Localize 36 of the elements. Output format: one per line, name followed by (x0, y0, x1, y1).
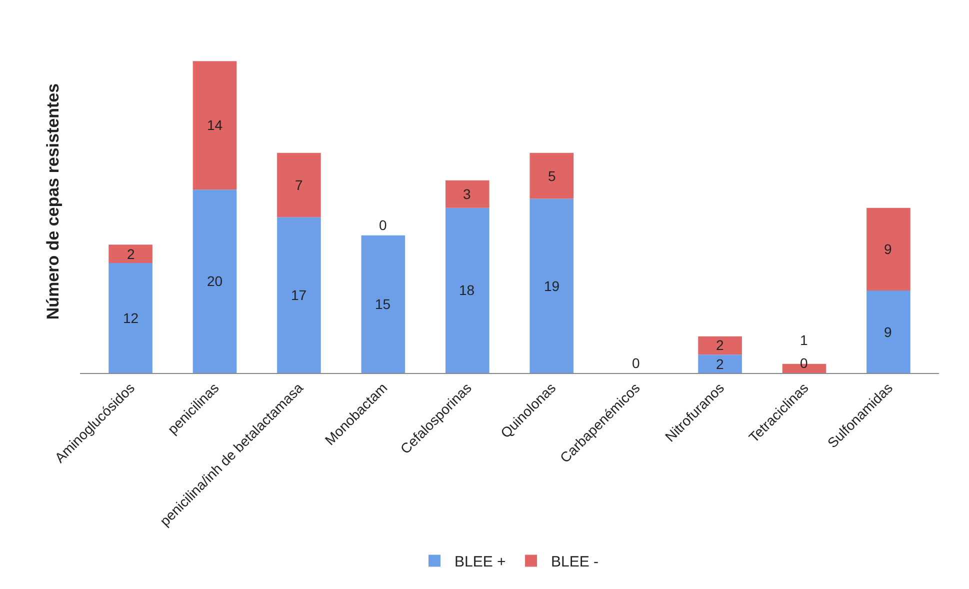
data-label: 12 (123, 310, 139, 326)
bar (277, 217, 321, 373)
bar (192, 61, 237, 190)
bar (530, 152, 574, 199)
bar (277, 152, 321, 218)
data-label: 17 (291, 287, 307, 303)
data-label: 9 (884, 241, 892, 257)
y-axis-title: Número de cepas resistentes (44, 83, 63, 320)
bar (698, 336, 742, 355)
data-label: 18 (459, 282, 475, 298)
data-label: 20 (207, 273, 223, 289)
data-label: 5 (548, 168, 556, 184)
data-label: 2 (716, 337, 724, 353)
data-label: 9 (884, 324, 892, 340)
legend-label: BLEE - (551, 554, 599, 571)
bar (698, 354, 742, 373)
data-label: 15 (375, 296, 391, 312)
data-label: 19 (544, 278, 560, 294)
bar (866, 290, 910, 373)
data-label: 0 (632, 355, 640, 371)
data-label: 7 (295, 177, 303, 193)
bar (192, 190, 237, 373)
data-label: 14 (207, 117, 223, 133)
data-label: 0 (379, 217, 387, 233)
bar (530, 198, 574, 373)
bar (108, 244, 152, 263)
data-label: 3 (463, 186, 471, 202)
legend-label: BLEE + (454, 554, 506, 571)
data-label: 2 (716, 356, 724, 372)
bar (446, 180, 490, 208)
bar (446, 208, 490, 373)
bar (361, 235, 406, 373)
data-label: 1 (800, 332, 808, 348)
bar (108, 262, 152, 373)
data-label: 2 (127, 246, 135, 262)
bar (866, 208, 910, 290)
